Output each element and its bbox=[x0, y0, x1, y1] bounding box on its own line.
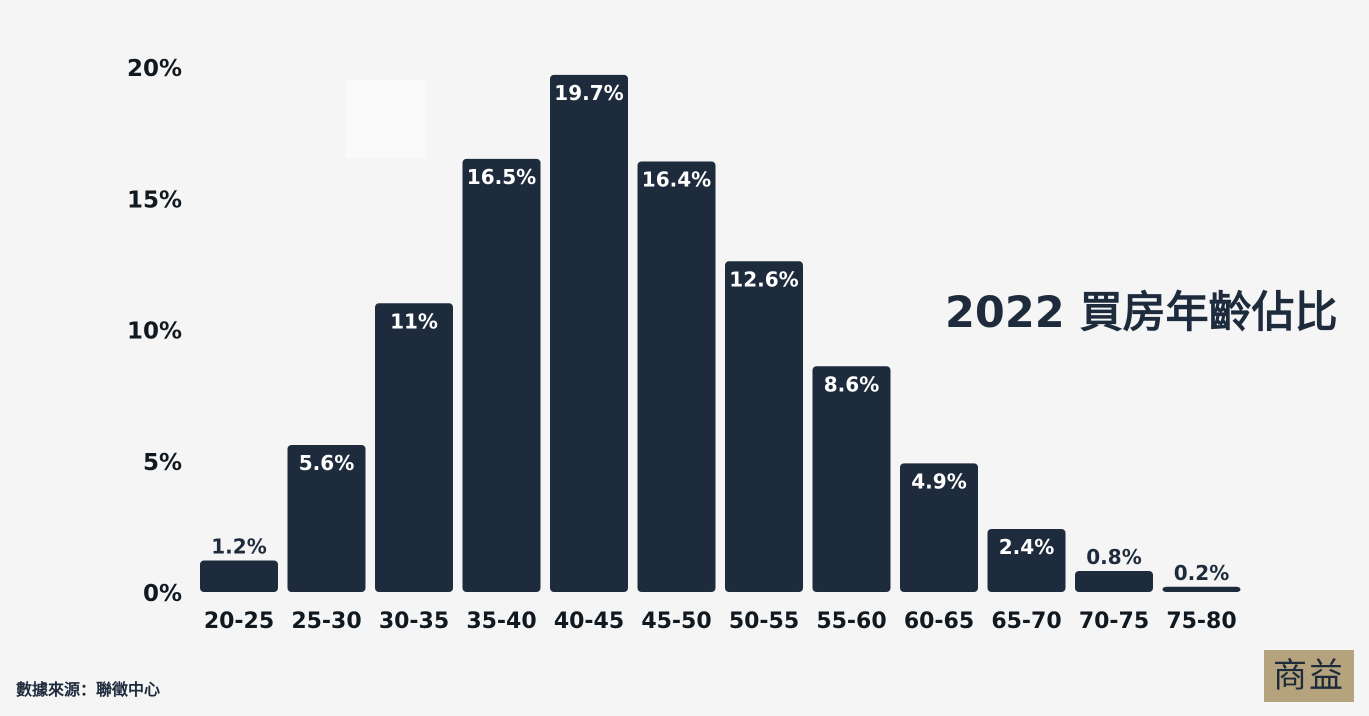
bar bbox=[987, 529, 1066, 592]
bar bbox=[812, 366, 891, 592]
chart-title: 2022 買房年齡佔比 bbox=[945, 288, 1338, 338]
bar bbox=[1075, 571, 1153, 592]
bar bbox=[550, 74, 628, 592]
x-tick-label: 55-60 bbox=[816, 609, 886, 634]
x-tick-label: 25-30 bbox=[291, 609, 361, 634]
bar bbox=[900, 463, 978, 592]
x-tick-label: 70-75 bbox=[1079, 609, 1149, 634]
bars bbox=[200, 74, 1241, 592]
bar-value-label: 19.7% bbox=[554, 81, 623, 105]
bar-value-label: 2.4% bbox=[999, 535, 1054, 559]
bar bbox=[462, 158, 541, 592]
x-tick-label: 20-25 bbox=[204, 609, 274, 634]
bar bbox=[287, 445, 366, 592]
brand-logo: 商益 bbox=[1264, 650, 1354, 702]
x-tick-label: 35-40 bbox=[466, 609, 536, 634]
bar bbox=[1162, 586, 1241, 592]
x-tick-label: 65-70 bbox=[991, 609, 1061, 634]
source-note: 數據來源：聯徵中心 bbox=[16, 680, 161, 699]
bar-value-label: 0.8% bbox=[1086, 545, 1141, 569]
x-tick-label: 50-55 bbox=[729, 609, 799, 634]
x-tick-label: 40-45 bbox=[554, 609, 624, 634]
bar-value-label: 4.9% bbox=[911, 469, 966, 493]
bar-value-label: 16.5% bbox=[467, 165, 536, 189]
y-tick-label: 10% bbox=[127, 319, 182, 345]
x-tick-label: 45-50 bbox=[641, 609, 711, 634]
bar-value-label: 11% bbox=[390, 309, 438, 333]
x-tick-label: 30-35 bbox=[379, 609, 449, 634]
bar-value-label: 1.2% bbox=[211, 535, 266, 559]
x-tick-label: 60-65 bbox=[904, 609, 974, 634]
data-labels: 1.2% 5.6% 11% 16.5% 19.7% 16.4% 12.6% 8.6% 4.9% 2… bbox=[211, 81, 1229, 585]
y-tick-label: 20% bbox=[127, 56, 182, 82]
blank-placeholder-box bbox=[346, 80, 426, 158]
bar bbox=[200, 560, 278, 592]
y-tick-label: 5% bbox=[143, 450, 182, 476]
bar-value-label: 0.2% bbox=[1174, 561, 1229, 585]
y-axis: 0% 5% 10% 15% 20% bbox=[127, 56, 182, 607]
x-axis: 20-25 25-30 30-35 35-40 40-45 45-50 50-55 55-60… bbox=[204, 609, 1237, 634]
bar bbox=[375, 303, 453, 592]
y-tick-label: 0% bbox=[143, 581, 182, 607]
y-tick-label: 15% bbox=[127, 187, 182, 213]
bar-value-label: 12.6% bbox=[729, 267, 798, 291]
x-tick-label: 75-80 bbox=[1166, 609, 1236, 634]
bar bbox=[725, 261, 803, 592]
bar-value-label: 16.4% bbox=[642, 168, 711, 192]
bar-value-label: 5.6% bbox=[299, 451, 354, 475]
bar bbox=[637, 161, 716, 592]
bar-value-label: 8.6% bbox=[824, 372, 879, 396]
